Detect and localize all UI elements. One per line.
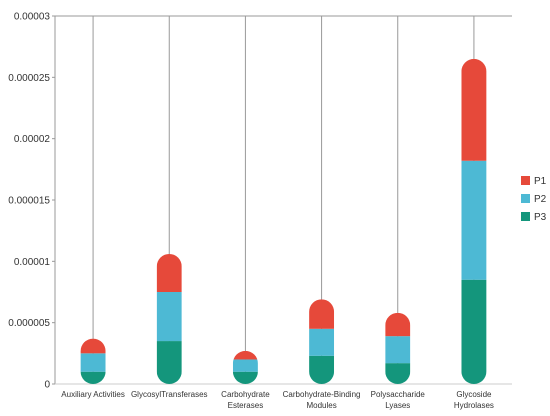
bar-stack (156, 253, 182, 384)
x-category-label: Polysaccharide (371, 390, 426, 399)
x-category-label: Esterases (228, 401, 264, 410)
bar-stack (385, 312, 411, 384)
bar-segment-p2 (461, 160, 487, 280)
bar-segment-p2 (156, 292, 182, 342)
y-tick-label: 0 (44, 380, 50, 391)
x-category-label: Auxiliary Activities (61, 390, 125, 399)
y-tick-label: 0.00003 (14, 12, 51, 23)
x-category-label: Carbohydrate-Binding (283, 390, 361, 399)
bar-segment-p3 (80, 371, 106, 384)
legend-label: P1 (534, 176, 547, 187)
bar-segment-p3 (156, 341, 182, 384)
bar-segment-p3 (232, 371, 258, 384)
bar-segment-p1 (156, 253, 182, 292)
bar-segment-p2 (385, 336, 411, 364)
legend-label: P2 (534, 194, 547, 205)
bar-segment-p1 (232, 350, 258, 360)
legend-swatch-p1 (521, 176, 530, 185)
x-category-label: GlycosylTransferases (131, 390, 208, 399)
y-tick-label: 0.000005 (8, 318, 50, 329)
bar-segment-p3 (385, 363, 411, 384)
x-category-label: Modules (306, 401, 336, 410)
bar-stack (461, 58, 487, 384)
bar-segment-p1 (461, 58, 487, 161)
bar-stack (232, 350, 258, 384)
y-tick-label: 0.000015 (8, 196, 50, 207)
x-category-label: Hydrolases (454, 401, 494, 410)
bar-segment-p1 (309, 299, 335, 329)
bar-segment-p1 (80, 338, 106, 354)
bar-stack (80, 338, 106, 384)
y-tick-label: 0.00001 (14, 257, 51, 268)
bar-segment-p1 (385, 312, 411, 337)
bar-segment-p2 (80, 353, 106, 372)
y-tick-label: 0.00002 (14, 134, 51, 145)
bar-segment-p3 (461, 279, 487, 384)
legend-swatch-p3 (521, 212, 530, 221)
bar-stack (309, 299, 335, 384)
bar-segment-p2 (309, 328, 335, 356)
bar-segment-p3 (309, 355, 335, 384)
y-tick-label: 0.000025 (8, 73, 50, 84)
x-category-label: Carbohydrate (221, 390, 270, 399)
bar-segment-p2 (232, 359, 258, 372)
legend-swatch-p2 (521, 194, 530, 203)
legend-label: P3 (534, 212, 547, 223)
x-category-label: Lyases (385, 401, 410, 410)
x-category-label: Glycoside (456, 390, 492, 399)
